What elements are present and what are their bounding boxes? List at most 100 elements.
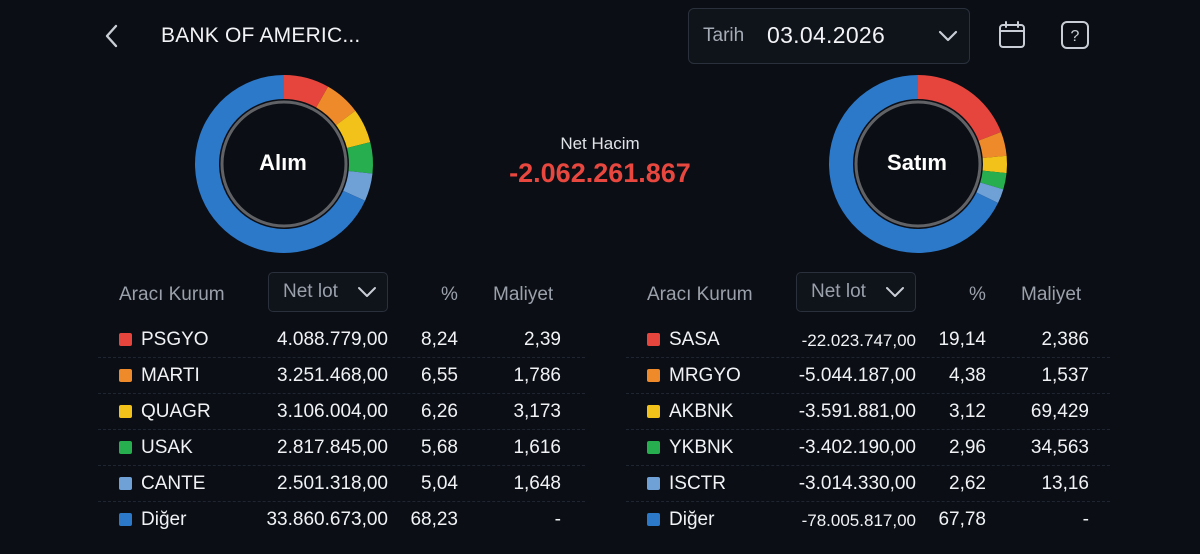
col-cost: Maliyet	[493, 284, 554, 305]
table-row[interactable]: QUAGR 3.106.004,00 6,26 3,173	[98, 394, 585, 430]
date-value: 03.04.2026	[767, 22, 886, 48]
percent: 8,24	[421, 329, 458, 350]
netlot-sort-dropdown[interactable]: Net lot	[796, 272, 916, 312]
buy-rows: PSGYO 4.088.779,00 8,24 2,39 MARTI 3.251.468,…	[98, 322, 585, 537]
netlot-sort-dropdown[interactable]: Net lot	[268, 272, 388, 312]
color-swatch	[647, 369, 660, 382]
table-row[interactable]: CANTE 2.501.318,00 5,04 1,648	[98, 466, 585, 502]
donut-hole	[858, 104, 978, 224]
net-lot: -3.014.330,00	[798, 473, 916, 494]
net-lot: 33.860.673,00	[266, 509, 388, 530]
help-icon: ?	[1061, 21, 1089, 49]
donut-slice	[976, 182, 1004, 204]
calendar-button[interactable]	[997, 20, 1027, 50]
color-swatch	[119, 333, 132, 346]
cost: -	[554, 509, 561, 530]
sell-rows: SASA -22.023.747,00 19,14 2,386 MRGYO -5.044.…	[626, 322, 1110, 537]
date-picker[interactable]: Tarih 03.04.2026	[688, 8, 970, 64]
buy-table: Aracı Kurum Net lot % Maliyet PSGYO 4.088…	[98, 272, 585, 537]
sell-table: Aracı Kurum Net lot % Maliyet SASA -22.02…	[626, 272, 1110, 537]
buy-donut-chart	[195, 75, 373, 253]
donut-slice	[316, 86, 356, 126]
col-broker: Aracı Kurum	[119, 284, 225, 305]
net-lot: -3.402.190,00	[798, 437, 916, 458]
table-row[interactable]: ISCTR -3.014.330,00 2,62 13,16	[626, 466, 1110, 502]
net-lot: 3.106.004,00	[277, 401, 388, 422]
broker-name: USAK	[141, 437, 193, 458]
net-lot: 2.501.318,00	[277, 473, 388, 494]
percent: 4,38	[949, 365, 986, 386]
back-button[interactable]	[100, 22, 124, 50]
percent: 67,78	[938, 509, 986, 530]
net-volume-value: -2.062.261.867	[509, 158, 691, 188]
table-row[interactable]: Diğer 33.860.673,00 68,23 -	[98, 502, 585, 537]
table-row[interactable]: USAK 2.817.845,00 5,68 1,616	[98, 430, 585, 466]
date-label: Tarih	[703, 25, 745, 46]
net-volume-label: Net Hacim	[560, 134, 640, 153]
color-swatch	[647, 513, 660, 526]
svg-text:?: ?	[1071, 28, 1080, 45]
color-swatch	[647, 441, 660, 454]
table-row[interactable]: MRGYO -5.044.187,00 4,38 1,537	[626, 358, 1110, 394]
percent: 6,55	[421, 365, 458, 386]
donut-hole	[224, 104, 344, 224]
chevron-left-icon	[105, 24, 118, 48]
net-lot: -5.044.187,00	[798, 365, 916, 386]
broker-name: ISCTR	[669, 473, 726, 494]
help-button[interactable]: ?	[1060, 20, 1090, 50]
chevron-down-icon	[886, 287, 904, 297]
percent: 2,96	[949, 437, 986, 458]
donut-slice	[918, 75, 1002, 141]
chevron-down-icon	[358, 287, 376, 297]
table-row[interactable]: Diğer -78.005.817,00 67,78 -	[626, 502, 1110, 537]
buy-label: Alım	[259, 150, 307, 175]
net-lot: -3.591.881,00	[798, 401, 916, 422]
donut-slice	[284, 75, 329, 108]
broker-name: Diğer	[669, 509, 715, 530]
broker-name: SASA	[669, 329, 720, 350]
broker-name: MARTI	[141, 365, 200, 386]
net-lot: 3.251.468,00	[277, 365, 388, 386]
col-cost: Maliyet	[1021, 284, 1082, 305]
cost: 1,648	[513, 473, 561, 494]
table-row[interactable]: SASA -22.023.747,00 19,14 2,386	[626, 322, 1110, 358]
table-row[interactable]: AKBNK -3.591.881,00 3,12 69,429	[626, 394, 1110, 430]
color-swatch	[647, 477, 660, 490]
broker-name: PSGYO	[141, 329, 209, 350]
donut-inner-ring	[854, 100, 982, 228]
sell-donut-chart	[829, 75, 1007, 253]
donut-inner-ring	[220, 100, 348, 228]
calendar-icon	[999, 21, 1025, 48]
broker-name: AKBNK	[669, 401, 734, 422]
color-swatch	[647, 333, 660, 346]
col-pct: %	[441, 284, 458, 305]
broker-name: MRGYO	[669, 365, 741, 386]
percent: 3,12	[949, 401, 986, 422]
color-swatch	[119, 477, 132, 490]
net-lot: 4.088.779,00	[277, 329, 388, 350]
net-lot: 2.817.845,00	[277, 437, 388, 458]
cost: 13,16	[1041, 473, 1089, 494]
color-swatch	[119, 513, 132, 526]
color-swatch	[119, 441, 132, 454]
col-netlot: Net lot	[811, 281, 866, 302]
donut-slice	[343, 171, 373, 201]
sell-label: Satım	[887, 150, 947, 175]
percent: 6,26	[421, 401, 458, 422]
table-row[interactable]: PSGYO 4.088.779,00 8,24 2,39	[98, 322, 585, 358]
col-netlot: Net lot	[283, 281, 338, 302]
cost: 34,563	[1030, 437, 1089, 458]
donut-slice	[982, 155, 1007, 174]
cost: 3,173	[513, 401, 561, 422]
percent: 5,04	[421, 473, 458, 494]
table-row[interactable]: MARTI 3.251.468,00 6,55 1,786	[98, 358, 585, 394]
buy-table-header: Aracı Kurum Net lot % Maliyet	[98, 272, 585, 322]
net-lot: -78.005.817,00	[801, 511, 916, 530]
donut-slice	[336, 110, 371, 149]
table-row[interactable]: YKBNK -3.402.190,00 2,96 34,563	[626, 430, 1110, 466]
color-swatch	[119, 405, 132, 418]
chevron-down-icon	[938, 30, 958, 42]
percent: 2,62	[949, 473, 986, 494]
percent: 5,68	[421, 437, 458, 458]
donut-slice	[978, 131, 1007, 158]
